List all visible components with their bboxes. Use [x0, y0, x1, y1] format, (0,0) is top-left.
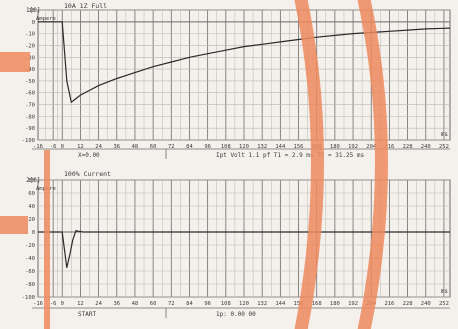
y-tick-label: 40 [28, 204, 35, 210]
x-tick-label: 24 [95, 301, 102, 307]
x-tick-label: 120 [239, 301, 249, 307]
x-unit-label: ms [441, 288, 449, 295]
y-tick-label: 10 [28, 8, 35, 14]
x-tick-label: 144 [275, 301, 286, 307]
footer-left-text: START [78, 311, 96, 318]
orange-arc-left [294, 0, 324, 329]
y-tick-label: -80 [25, 282, 35, 288]
x-tick-label: 60 [150, 144, 157, 150]
x-tick-label: 108 [221, 301, 231, 307]
x-tick-label: 36 [113, 301, 120, 307]
x-tick-label: 84 [186, 144, 193, 150]
x-tick-label: 108 [221, 144, 231, 150]
y-tick-label: 60 [28, 191, 35, 197]
y-tick-label: -100 [22, 295, 35, 301]
orange-tab-upper [0, 52, 30, 72]
y-tick-label: -60 [25, 91, 35, 97]
x-tick-label: 192 [348, 144, 358, 150]
x-tick-label: -16 [33, 301, 43, 307]
x-tick-label: 24 [95, 144, 102, 150]
x-tick-label: 168 [312, 301, 322, 307]
footer-right-text: Ipt Volt 1.1 pf T1 = 2.9 ms T2 = 31.25 m… [216, 152, 364, 159]
waveform-trace [38, 230, 450, 268]
y-tick-label: -20 [25, 43, 35, 49]
y-tick-label: -20 [25, 243, 35, 249]
channel-title: 100% Current [64, 170, 111, 178]
x-tick-label: 72 [168, 301, 175, 307]
x-tick-label: 96 [204, 144, 211, 150]
x-tick-label: 240 [421, 301, 431, 307]
x-tick-label: 252 [439, 301, 449, 307]
channel-title: 10A 1Z Full [64, 2, 107, 10]
orange-arc-right [357, 0, 388, 329]
x-tick-label: 252 [439, 144, 449, 150]
x-tick-label: 216 [384, 144, 394, 150]
y-tick-label: 0 [32, 20, 35, 26]
x-tick-label: -6 [50, 301, 57, 307]
x-tick-label: 36 [113, 144, 120, 150]
x-tick-label: 0 [61, 144, 64, 150]
x-tick-label: 144 [275, 144, 286, 150]
x-tick-label: 132 [257, 144, 267, 150]
orange-strip-vertical [44, 150, 50, 329]
x-tick-label: 240 [421, 144, 431, 150]
x-tick-label: 156 [294, 144, 304, 150]
x-tick-label: 180 [330, 144, 340, 150]
x-tick-label: 96 [204, 301, 211, 307]
x-tick-label: 12 [77, 144, 84, 150]
channel-header: 1[0] [26, 7, 40, 14]
y-tick-label: 0 [32, 230, 35, 236]
channel-header: 2[0] [26, 177, 40, 184]
orange-tab-lower [0, 216, 28, 234]
y-tick-label: -40 [25, 67, 35, 73]
x-tick-label: 228 [403, 144, 413, 150]
y-tick-label: -50 [25, 79, 35, 85]
y-tick-label: -100 [22, 138, 35, 144]
x-tick-label: 12 [77, 301, 84, 307]
x-tick-label: 0 [61, 301, 64, 307]
orange-overlay [0, 0, 388, 329]
y-tick-label: -70 [25, 103, 35, 109]
x-tick-label: 132 [257, 301, 267, 307]
x-tick-label: -16 [33, 144, 43, 150]
x-tick-label: 204 [366, 144, 377, 150]
x-tick-label: 84 [186, 301, 193, 307]
y-tick-label: -30 [25, 55, 35, 61]
x-tick-label: 216 [384, 301, 394, 307]
x-tick-label: 120 [239, 144, 249, 150]
y-tick-label: -90 [25, 126, 35, 132]
x-tick-label: -6 [50, 144, 57, 150]
x-tick-label: 228 [403, 301, 413, 307]
waveform-trace [38, 21, 451, 104]
x-tick-label: 48 [132, 301, 139, 307]
y-tick-label: -60 [25, 269, 35, 275]
x-tick-label: 48 [132, 144, 139, 150]
x-tick-label: 156 [294, 301, 304, 307]
y-tick-label: -10 [25, 32, 35, 38]
y-tick-label: 80 [28, 178, 35, 184]
footer-right-text: 1p: 0.00 00 [216, 311, 256, 318]
y-axis-label: Ampere [36, 16, 56, 22]
x-unit-label: ms [441, 131, 449, 138]
y-tick-label: -80 [25, 114, 35, 120]
y-tick-label: 20 [28, 217, 35, 223]
x-tick-label: 60 [150, 301, 157, 307]
footer-left-text: X=0.00 [78, 152, 100, 159]
x-tick-label: 72 [168, 144, 175, 150]
y-tick-label: -40 [25, 256, 35, 262]
chart-panel-2 [32, 179, 451, 318]
x-tick-label: 180 [330, 301, 340, 307]
x-tick-label: 192 [348, 301, 358, 307]
